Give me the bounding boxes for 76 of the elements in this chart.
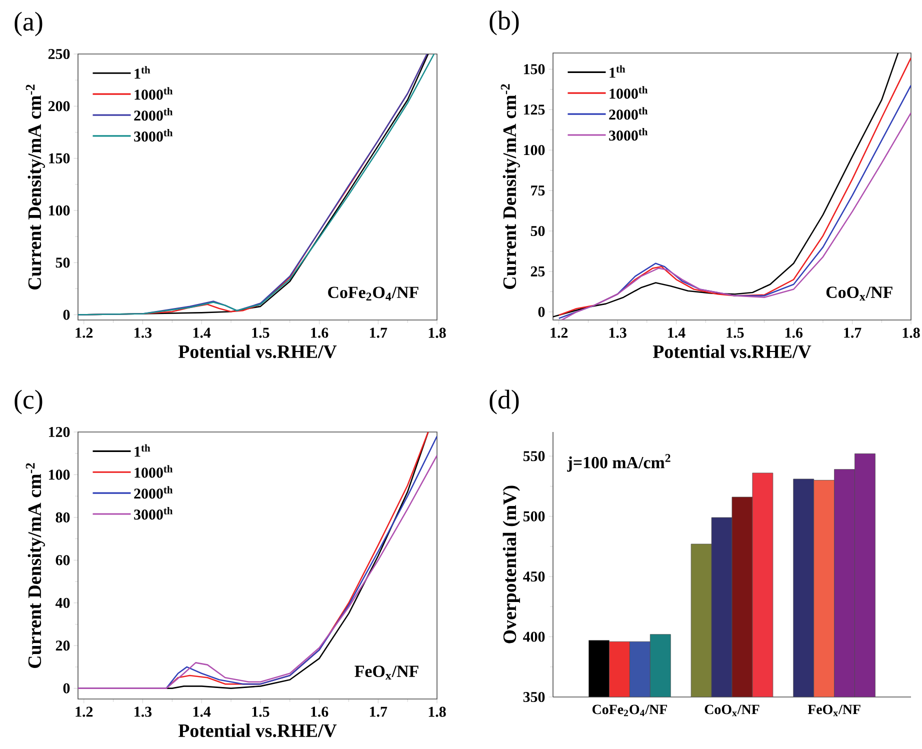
y-tick-label: 20	[56, 640, 70, 651]
x-tick-label: 1.7	[844, 328, 862, 338]
y-axis-title: Current Density/mA cm$^{-2}$	[500, 84, 520, 289]
y-tick-label: 0	[538, 306, 545, 317]
annotation: CoO$_{x}$/NF	[826, 286, 892, 300]
y-tick-label: 500	[523, 511, 545, 522]
x-tick-label: FeO$_{x}$/NF	[808, 704, 860, 716]
y-tick-label: 120	[49, 426, 70, 438]
y-axis-title: Overpotential (mV)	[502, 486, 520, 644]
y-axis-title: Current Density/mA cm$^{-2}$	[26, 84, 45, 290]
legend-label: 1000$^{th}$	[134, 465, 173, 478]
x-tick-label: 1.7	[370, 328, 388, 338]
y-tick-label: 75	[531, 186, 545, 196]
x-tick-label: 1.3	[134, 328, 152, 338]
x-tick-label: 1.8	[902, 328, 920, 338]
y-tick-label: 60	[56, 555, 70, 566]
x-tick-label: 1.2	[76, 706, 93, 717]
y-tick-label: 550	[523, 451, 545, 462]
annotation: j=100 mA/cm$^{2}$	[567, 454, 670, 472]
x-tick-label: 1.2	[550, 328, 568, 338]
chart-title: (d)	[490, 390, 519, 414]
x-tick-label: 1.6	[311, 706, 328, 717]
chart-title: (b)	[490, 10, 519, 36]
x-tick-label: 1.4	[193, 328, 211, 338]
legend-label: 3000$^{th}$	[134, 128, 173, 142]
annotation: CoFe$_{2}$O$_{4}$/NF	[328, 286, 418, 301]
legend-label: 3000$^{th}$	[134, 507, 173, 520]
x-tick-label: 1.5	[252, 706, 270, 717]
y-tick-label: 200	[48, 101, 70, 112]
x-tick-label: 1.6	[785, 328, 803, 338]
x-tick-label: 1.4	[193, 706, 211, 717]
y-tick-label: 250	[48, 48, 70, 60]
x-tick-label: 1.5	[252, 328, 270, 338]
y-tick-label: 150	[49, 153, 70, 164]
x-tick-label: 1.7	[370, 706, 388, 717]
y-tick-label: 40	[55, 598, 70, 608]
x-tick-label: 1.3	[609, 328, 626, 338]
y-tick-label: 50	[56, 258, 70, 268]
y-tick-label: 0	[63, 310, 70, 320]
x-tick-label: CoFe$_{2}$O$_{4}$/NF	[592, 704, 667, 716]
y-tick-label: 80	[56, 512, 70, 522]
y-tick-label: 50	[530, 226, 545, 236]
legend-label: 2000$^{th}$	[609, 107, 648, 120]
y-tick-label: 100	[49, 205, 70, 216]
legend-label: 2000$^{th}$	[134, 486, 173, 499]
legend-label: 1000$^{th}$	[134, 87, 173, 100]
y-tick-label: 0	[63, 683, 70, 694]
x-tick-label: 1.4	[668, 328, 686, 338]
y-tick-label: 100	[524, 145, 545, 156]
legend-label: 1$^{th}$	[610, 65, 626, 78]
y-tick-label: 450	[523, 572, 545, 582]
annotation: FeO$_{x}$/NF	[354, 666, 418, 680]
legend-label: 3000$^{th}$	[609, 128, 648, 141]
legend-label: 1$^{th}$	[134, 444, 150, 457]
y-tick-label: 100	[49, 470, 70, 480]
chart-title: (c)	[14, 390, 42, 414]
legend-label: 1$^{th}$	[134, 66, 150, 79]
y-tick-label: 125	[524, 104, 545, 115]
chart-title: (a)	[14, 12, 42, 36]
x-axis-title: Potential vs.RHE/V	[178, 724, 337, 738]
x-tick-label: 1.3	[134, 706, 152, 717]
x-tick-label: 1.8	[428, 328, 446, 338]
x-tick-label: CoO$_{x}$/NF	[704, 704, 760, 716]
x-axis-title: Potential vs.RHE/V	[652, 344, 812, 358]
x-tick-label: 1.5	[726, 328, 744, 338]
y-tick-label: 350	[523, 692, 545, 702]
y-tick-label: 400	[523, 632, 545, 642]
x-axis-title: Potential vs.RHE/V	[178, 344, 337, 358]
legend-label: 2000$^{th}$	[134, 108, 173, 121]
y-tick-label: 25	[530, 266, 545, 276]
y-tick-label: 150	[524, 64, 545, 74]
x-tick-label: 1.8	[428, 706, 446, 717]
y-axis-title: Current Density/mA cm$^{-2}$	[26, 463, 45, 668]
legend-label: 1000$^{th}$	[610, 86, 648, 99]
x-tick-label: 1.2	[76, 328, 93, 338]
x-tick-label: 1.6	[311, 328, 328, 338]
